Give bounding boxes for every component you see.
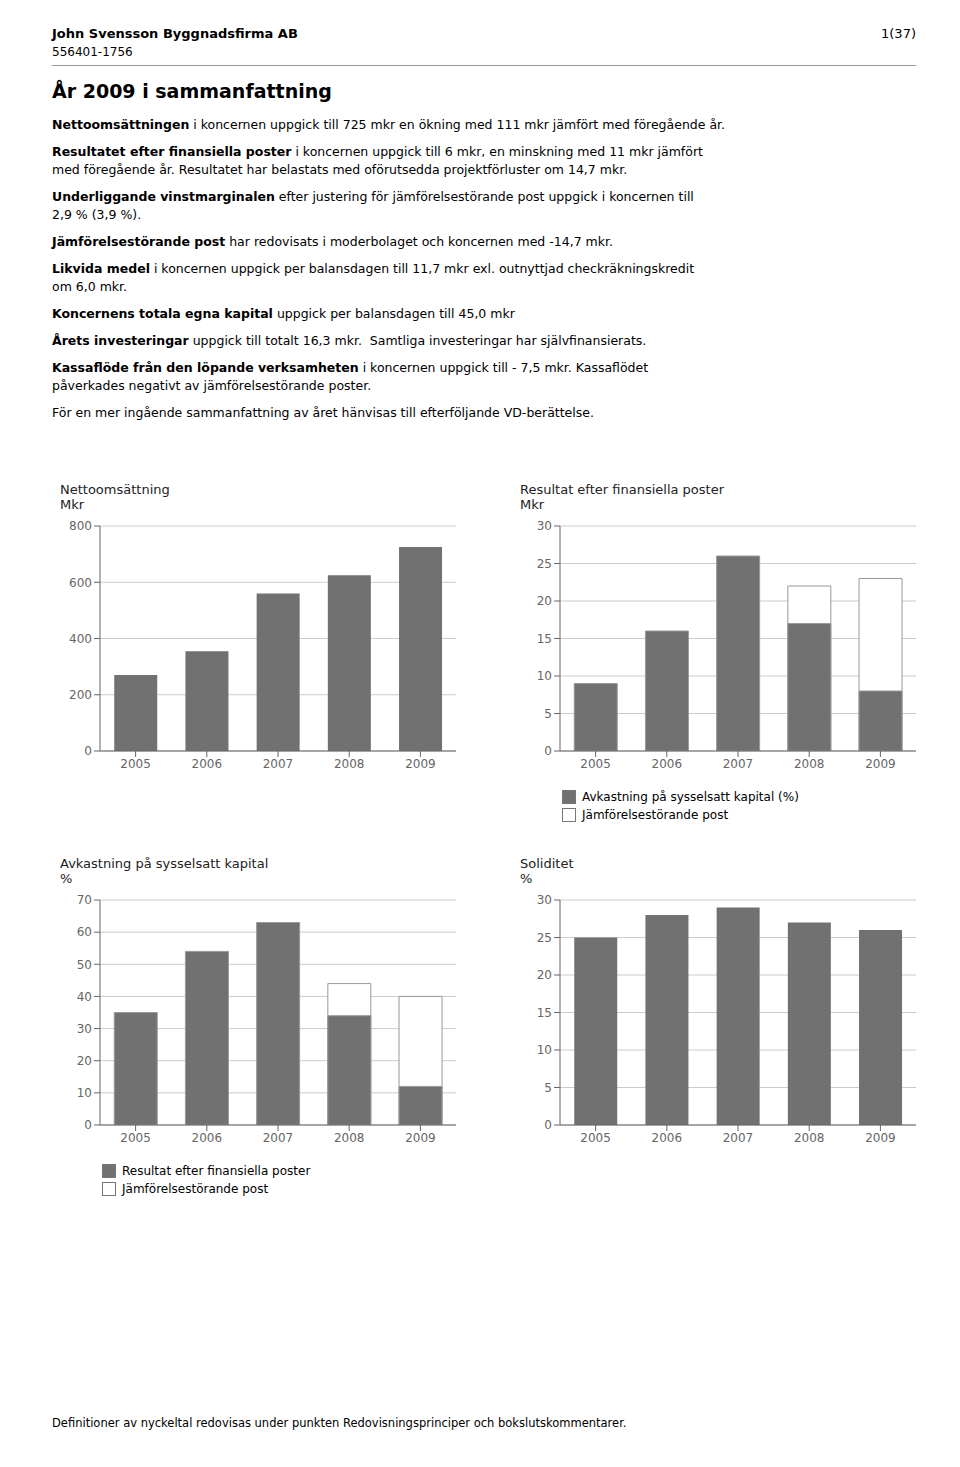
svg-text:2008: 2008 <box>334 757 365 771</box>
svg-text:2009: 2009 <box>865 757 896 771</box>
svg-text:20: 20 <box>537 594 552 608</box>
svg-text:15: 15 <box>537 1006 552 1020</box>
svg-text:40: 40 <box>77 990 92 1004</box>
svg-text:25: 25 <box>537 557 552 571</box>
svg-text:10: 10 <box>537 1043 552 1057</box>
svg-text:25: 25 <box>537 931 552 945</box>
svg-text:50: 50 <box>77 958 92 972</box>
html-text:Likvida medel i koncernen uppg: Likvida medel i koncernen uppgick per ba… <box>52 261 695 294</box>
html-text:Soliditet: Soliditet <box>520 856 574 871</box>
svg-text:2008: 2008 <box>794 1131 825 1145</box>
html-text:Definitioner av nyckeltal redo: Definitioner av nyckeltal redovisas unde… <box>52 1416 627 1430</box>
svg-text:0: 0 <box>84 744 92 758</box>
svg-text:2007: 2007 <box>723 1131 754 1145</box>
svg-text:30: 30 <box>537 893 552 907</box>
svg-text:2008: 2008 <box>794 757 825 771</box>
html-text:För en mer ingående sammanfatt: För en mer ingående sammanfattning av år… <box>52 405 594 420</box>
html-text:Nettoomsättningen i koncernen: Nettoomsättningen i koncernen uppgick ti… <box>52 117 726 132</box>
html-text:Jämförelsestörande post har re: Jämförelsestörande post har redovisats i… <box>52 234 613 249</box>
svg-text:5: 5 <box>544 707 552 721</box>
svg-text:2005: 2005 <box>580 757 611 771</box>
svg-text:2007: 2007 <box>263 757 294 771</box>
html-text:Mkr: Mkr <box>60 497 85 512</box>
html-text:John Svensson Byggnadsfirma AB: John Svensson Byggnadsfirma AB <box>52 26 298 41</box>
svg-text:2008: 2008 <box>334 1131 365 1145</box>
html-text:Mkr: Mkr <box>520 497 545 512</box>
svg-text:2009: 2009 <box>405 1131 436 1145</box>
svg-text:2006: 2006 <box>652 1131 683 1145</box>
html-text:Jämförelsestörande post: Jämförelsestörande post <box>122 1182 269 1196</box>
html-text:Resultat efter finansiella pos: Resultat efter finansiella poster <box>122 1164 311 1178</box>
html-text:1(37): 1(37) <box>881 26 916 41</box>
svg-text:2006: 2006 <box>652 757 683 771</box>
svg-text:2005: 2005 <box>120 757 151 771</box>
svg-text:2005: 2005 <box>580 1131 611 1145</box>
svg-text:2006: 2006 <box>192 757 223 771</box>
svg-text:30: 30 <box>77 1022 92 1036</box>
svg-text:2007: 2007 <box>723 757 754 771</box>
html-text:År 2009 i sammanfattning: År 2009 i sammanfattning <box>52 80 332 102</box>
svg-text:30: 30 <box>537 519 552 533</box>
html-text:556401-1756: 556401-1756 <box>52 45 133 59</box>
svg-text:70: 70 <box>77 893 92 907</box>
svg-text:2009: 2009 <box>405 757 436 771</box>
html-text:Jämförelsestörande post: Jämförelsestörande post <box>582 808 729 822</box>
html-text:Avkastning på sysselsatt kapit: Avkastning på sysselsatt kapital <box>60 856 269 871</box>
svg-text:10: 10 <box>537 669 552 683</box>
svg-text:2009: 2009 <box>865 1131 896 1145</box>
svg-text:2007: 2007 <box>263 1131 294 1145</box>
svg-text:2006: 2006 <box>192 1131 223 1145</box>
html-text:Koncernens totala egna kapital: Koncernens totala egna kapital uppgick p… <box>52 306 515 321</box>
html-text:Avkastning på sysselsatt kapit: Avkastning på sysselsatt kapital (%) <box>582 790 799 804</box>
svg-text:600: 600 <box>69 576 92 590</box>
svg-text:60: 60 <box>77 925 92 939</box>
html-text:Kassaflöde från den löpande ve: Kassaflöde från den löpande verksamheten… <box>52 360 649 393</box>
svg-text:400: 400 <box>69 632 92 646</box>
svg-text:0: 0 <box>84 1118 92 1132</box>
svg-text:0: 0 <box>544 1118 552 1132</box>
svg-text:5: 5 <box>544 1081 552 1095</box>
svg-text:2005: 2005 <box>120 1131 151 1145</box>
html-text:Nettoomsättning: Nettoomsättning <box>60 482 170 497</box>
svg-text:10: 10 <box>77 1086 92 1100</box>
svg-text:20: 20 <box>77 1054 92 1068</box>
svg-text:0: 0 <box>544 744 552 758</box>
html-text:Resultat efter finansiella pos: Resultat efter finansiella poster <box>520 482 724 497</box>
html-text:Resultatet efter finansiella p: Resultatet efter finansiella poster i ko… <box>52 144 703 177</box>
svg-text:200: 200 <box>69 688 92 702</box>
svg-text:20: 20 <box>537 968 552 982</box>
svg-text:15: 15 <box>537 632 552 646</box>
html-text:Årets investeringar uppgick ti: Årets investeringar uppgick till totalt … <box>52 333 647 348</box>
svg-text:800: 800 <box>69 519 92 533</box>
html-text:Underliggande vinstmarginalen: Underliggande vinstmarginalen efter just… <box>52 189 694 222</box>
